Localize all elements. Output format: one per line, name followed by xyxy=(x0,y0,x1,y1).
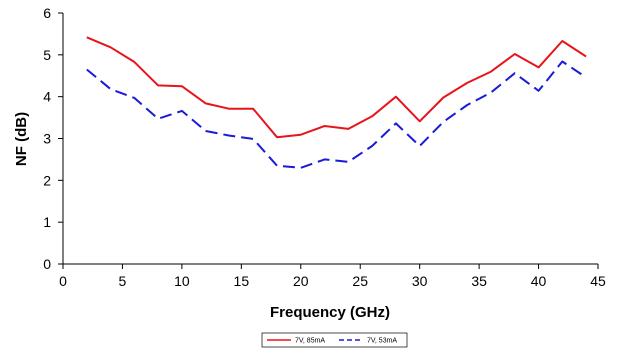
series-line-2 xyxy=(86,60,587,169)
x-tick-label: 40 xyxy=(531,273,547,289)
y-tick-label: 2 xyxy=(43,172,51,188)
x-tick-label: 25 xyxy=(352,273,368,289)
x-tick-label: 10 xyxy=(174,273,190,289)
x-tick-label: 20 xyxy=(293,273,309,289)
legend: 7V, 85mA 7V, 53mA xyxy=(261,332,408,348)
series-lines xyxy=(86,36,587,169)
legend-label-2: 7V, 53mA xyxy=(367,338,397,345)
y-tick-label: 1 xyxy=(43,214,51,230)
series-line-1 xyxy=(86,36,587,139)
x-tick-label: 35 xyxy=(471,273,487,289)
x-tick-label: 0 xyxy=(59,273,67,289)
y-tick-label: 3 xyxy=(43,131,51,147)
x-tick-label: 30 xyxy=(412,273,428,289)
y-tick-label: 5 xyxy=(43,47,51,63)
x-tick-label: 15 xyxy=(234,273,250,289)
y-tick-label: 6 xyxy=(43,5,51,21)
axes xyxy=(58,12,599,269)
legend-label-1: 7V, 85mA xyxy=(295,338,325,345)
x-tick-label: 5 xyxy=(119,273,127,289)
y-tick-label: 0 xyxy=(43,256,51,272)
y-axis-title: NF (dB) xyxy=(13,112,30,166)
y-tick-label: 4 xyxy=(43,89,51,105)
legend-box xyxy=(261,332,408,348)
x-axis-title: Frequency (GHz) xyxy=(270,304,390,321)
x-tick-label: 45 xyxy=(590,273,606,289)
